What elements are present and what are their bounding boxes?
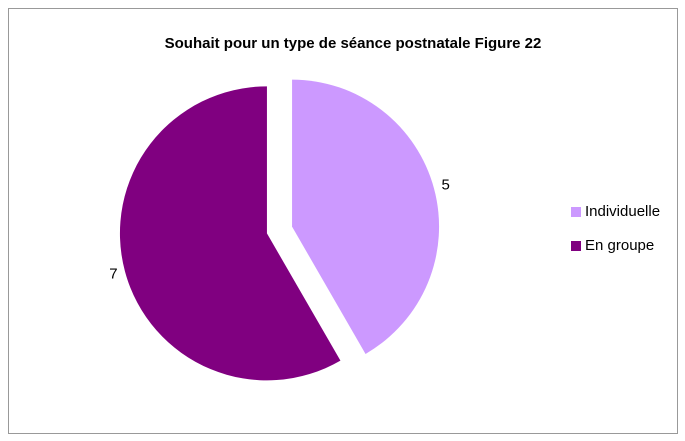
chart-title: Souhait pour un type de séance postnatal… (165, 35, 542, 52)
data-label: 7 (109, 265, 117, 282)
legend-label: Individuelle (585, 203, 660, 220)
legend-swatch (571, 241, 581, 251)
legend-swatch (571, 207, 581, 217)
data-label: 5 (441, 176, 449, 193)
pie-slice (292, 79, 440, 354)
legend-label: En groupe (585, 237, 654, 254)
pie-slice (119, 86, 341, 381)
